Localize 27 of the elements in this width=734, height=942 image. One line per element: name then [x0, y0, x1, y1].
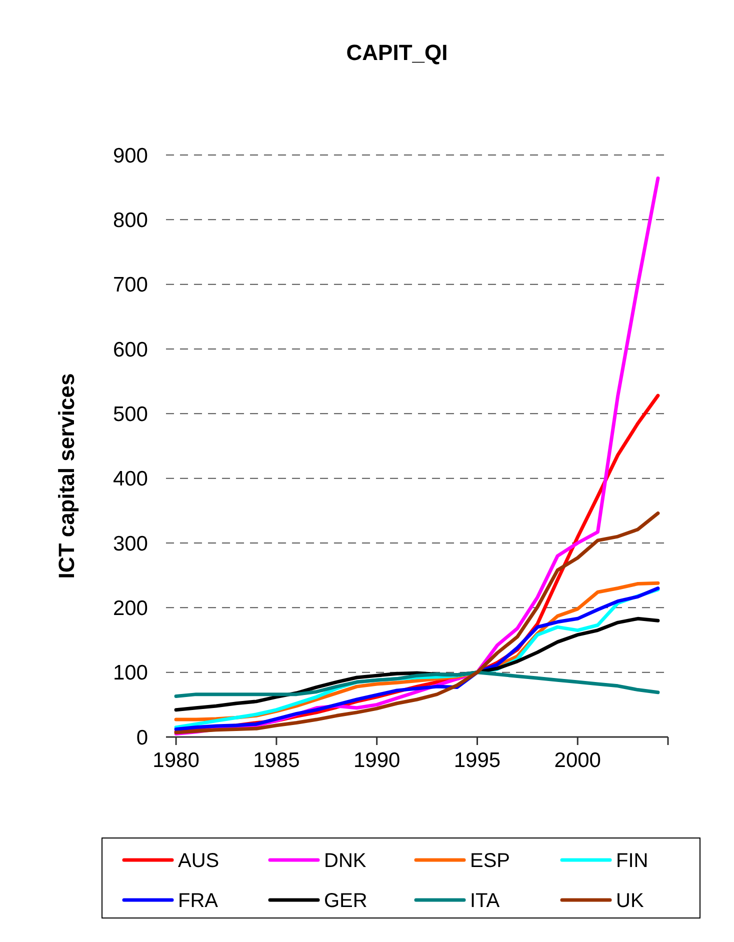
y-tick-label: 0: [136, 726, 148, 750]
line-series: [174, 512, 660, 734]
x-tick-label: 1980: [152, 749, 200, 772]
x-tick-label: 1990: [353, 749, 400, 772]
y-tick-label: 300: [112, 532, 148, 556]
y-tick-label: 200: [112, 597, 148, 620]
chart-title: CAPIT_QI: [346, 40, 448, 65]
y-tick-label: 500: [112, 403, 148, 426]
x-tick-label: 1985: [253, 749, 300, 772]
y-tick-label: 600: [112, 338, 148, 362]
x-tick-label: 2000: [554, 749, 601, 772]
y-tick-label: 900: [112, 144, 148, 168]
y-axis-title: ICT capital services: [54, 373, 79, 579]
legend-label: FRA: [178, 890, 219, 912]
line-series: [174, 670, 660, 698]
y-tick-label: 400: [112, 468, 148, 491]
legend-label: ESP: [470, 850, 510, 872]
legend-label: DNK: [324, 850, 367, 872]
legend-label: ITA: [470, 890, 500, 912]
x-tick-label: 1995: [454, 749, 501, 772]
y-tick-label: 700: [112, 274, 148, 297]
legend-label: GER: [324, 890, 368, 912]
legend-label: UK: [616, 890, 644, 912]
y-tick-label: 800: [112, 209, 148, 232]
legend-label: AUS: [178, 850, 220, 872]
legend-label: FIN: [616, 850, 648, 872]
y-tick-label: 100: [112, 662, 148, 685]
